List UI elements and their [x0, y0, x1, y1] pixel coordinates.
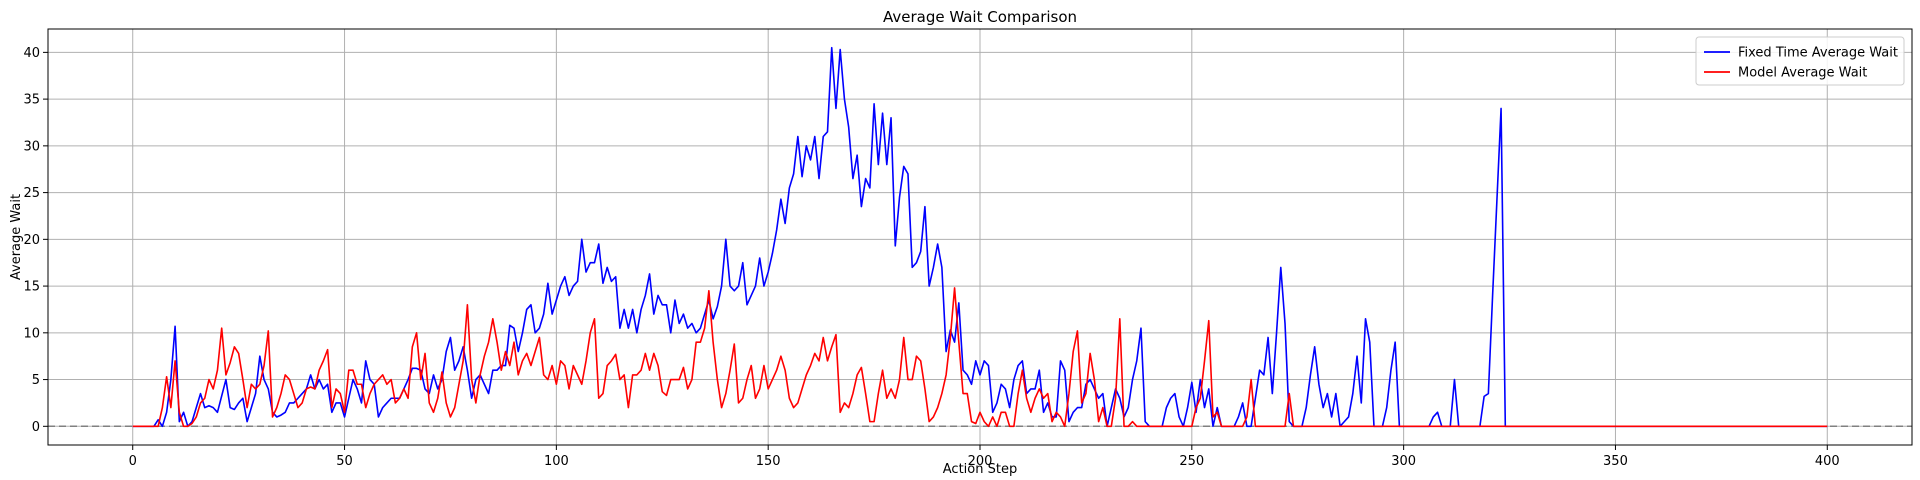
x-axis-ticks: 0 50 100 150 200 250 300 350 400 [129, 445, 1840, 469]
legend-label-fixed-time: Fixed Time Average Wait [1738, 46, 1898, 61]
y-tick-label: 10 [23, 326, 40, 341]
x-tick-label: 0 [129, 454, 137, 469]
x-tick-label: 350 [1603, 454, 1628, 469]
y-tick-label: 40 [23, 46, 40, 61]
y-tick-label: 35 [23, 93, 40, 108]
x-tick-label: 200 [968, 454, 993, 469]
legend: Fixed Time Average Wait Model Average Wa… [1695, 36, 1905, 86]
y-tick-label: 20 [23, 233, 40, 248]
x-tick-label: 150 [756, 454, 781, 469]
y-axis-ticks: 0 5 10 15 20 25 30 35 40 [23, 46, 48, 435]
legend-box [1695, 36, 1905, 86]
x-axis-title: Action Step [943, 462, 1017, 477]
x-tick-label: 250 [1179, 454, 1204, 469]
x-tick-label: 100 [544, 454, 569, 469]
y-tick-label: 30 [23, 139, 40, 154]
series-model-line [132, 287, 1828, 428]
y-tick-label: 25 [23, 186, 40, 201]
series-fixed-time-line [132, 46, 1828, 428]
x-tick-label: 400 [1815, 454, 1840, 469]
legend-label-model: Model Average Wait [1738, 66, 1867, 81]
y-tick-label: 15 [23, 280, 40, 295]
series-layer [132, 46, 1828, 428]
y-tick-label: 5 [32, 373, 40, 388]
x-tick-label: 50 [336, 454, 353, 469]
chart-title: Average Wait Comparison [883, 8, 1077, 26]
x-tick-label: 300 [1391, 454, 1416, 469]
y-axis-title: Average Wait [9, 194, 24, 280]
y-tick-label: 0 [32, 420, 40, 435]
